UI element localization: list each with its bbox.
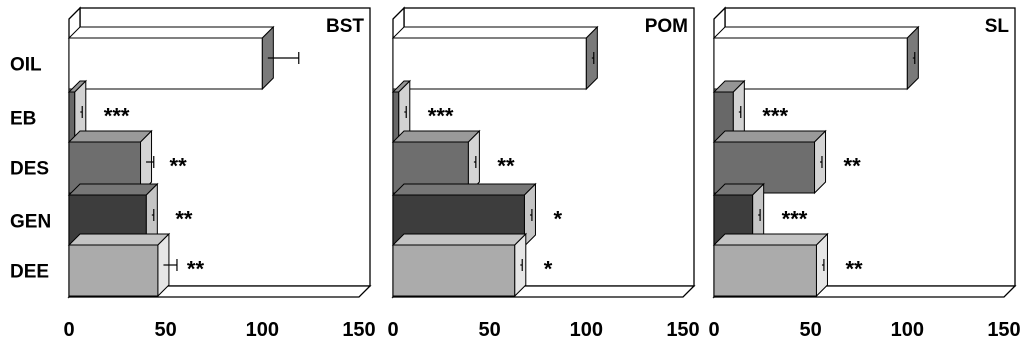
panel-sl-bar-dee-significance: **: [845, 257, 863, 282]
panel-bst-title: BST: [326, 16, 364, 37]
panel-bst-bar-gen-top: [67, 183, 159, 196]
panel-bst-xtick-50: 50: [155, 319, 177, 341]
category-label-eb: EB: [10, 109, 36, 130]
panel-bst-bar-dee-top: [67, 233, 171, 246]
panel-pom-bar-des-significance: **: [497, 154, 515, 179]
panel-pom-title: POM: [645, 16, 688, 37]
category-label-des: DES: [10, 159, 49, 180]
panel-pom-bar-des-top: [391, 130, 481, 143]
panel-pom-bar-gen-significance: *: [553, 207, 562, 232]
panel-sl-bar-dee-top: [712, 233, 829, 246]
panel-sl-bar-des-significance: **: [844, 154, 862, 179]
panel-sl-xtick-100: 100: [891, 319, 924, 341]
category-label-oil: OIL: [10, 55, 42, 76]
category-label-gen: GEN: [10, 212, 51, 233]
panel-pom-xtick-100: 100: [570, 319, 603, 341]
panel-bst-bar-dee-significance: **: [187, 257, 205, 282]
panel-sl-bar-gen-significance: ***: [782, 207, 808, 232]
panel-bst-bar-gen-significance: **: [175, 207, 193, 232]
panel-pom-bar-gen-top: [391, 183, 537, 196]
panel-bst-bar-oil-top: [67, 26, 275, 39]
panel-pom-xtick-50: 50: [479, 319, 501, 341]
panel-sl-bar-eb-significance: ***: [762, 104, 788, 129]
panel-pom-xtick-150: 150: [666, 319, 699, 341]
panel-pom-bar-eb: [392, 91, 400, 144]
panel-sl-bar-oil-top: [712, 26, 920, 39]
panel-pom-bar-oil-top: [391, 26, 599, 39]
panel-sl-xtick-50: 50: [800, 319, 822, 341]
panel-bst-bar-des-significance: **: [170, 154, 188, 179]
panel-bst-bar-des-top: [67, 130, 153, 143]
panel-bst-bar-oil: [68, 37, 263, 90]
panel-pom-bar-dee: [392, 244, 516, 297]
panel-sl-bar-des-top: [712, 130, 827, 143]
category-label-dee: DEE: [10, 262, 49, 283]
panel-bst-bar-eb-significance: ***: [104, 104, 130, 129]
panel-sl-bar-dee: [713, 244, 817, 297]
panel-sl-xtick-0: 0: [708, 319, 719, 341]
panel-bst-xtick-0: 0: [63, 319, 74, 341]
panel-bst-xtick-150: 150: [342, 319, 375, 341]
panel-bst-bar-dee: [68, 244, 159, 297]
panel-pom-xtick-0: 0: [387, 319, 398, 341]
panel-pom-bar-eb-significance: ***: [428, 104, 454, 129]
panel-pom-bar-dee-top: [391, 233, 528, 246]
panel-sl-title: SL: [985, 16, 1010, 37]
panel-bst-xtick-100: 100: [246, 319, 279, 341]
panel-sl-xtick-150: 150: [987, 319, 1020, 341]
panel-pom-bar-oil: [392, 37, 587, 90]
panel-bst-bar-eb: [68, 91, 76, 144]
panel-pom-bar-dee-significance: *: [544, 257, 553, 282]
